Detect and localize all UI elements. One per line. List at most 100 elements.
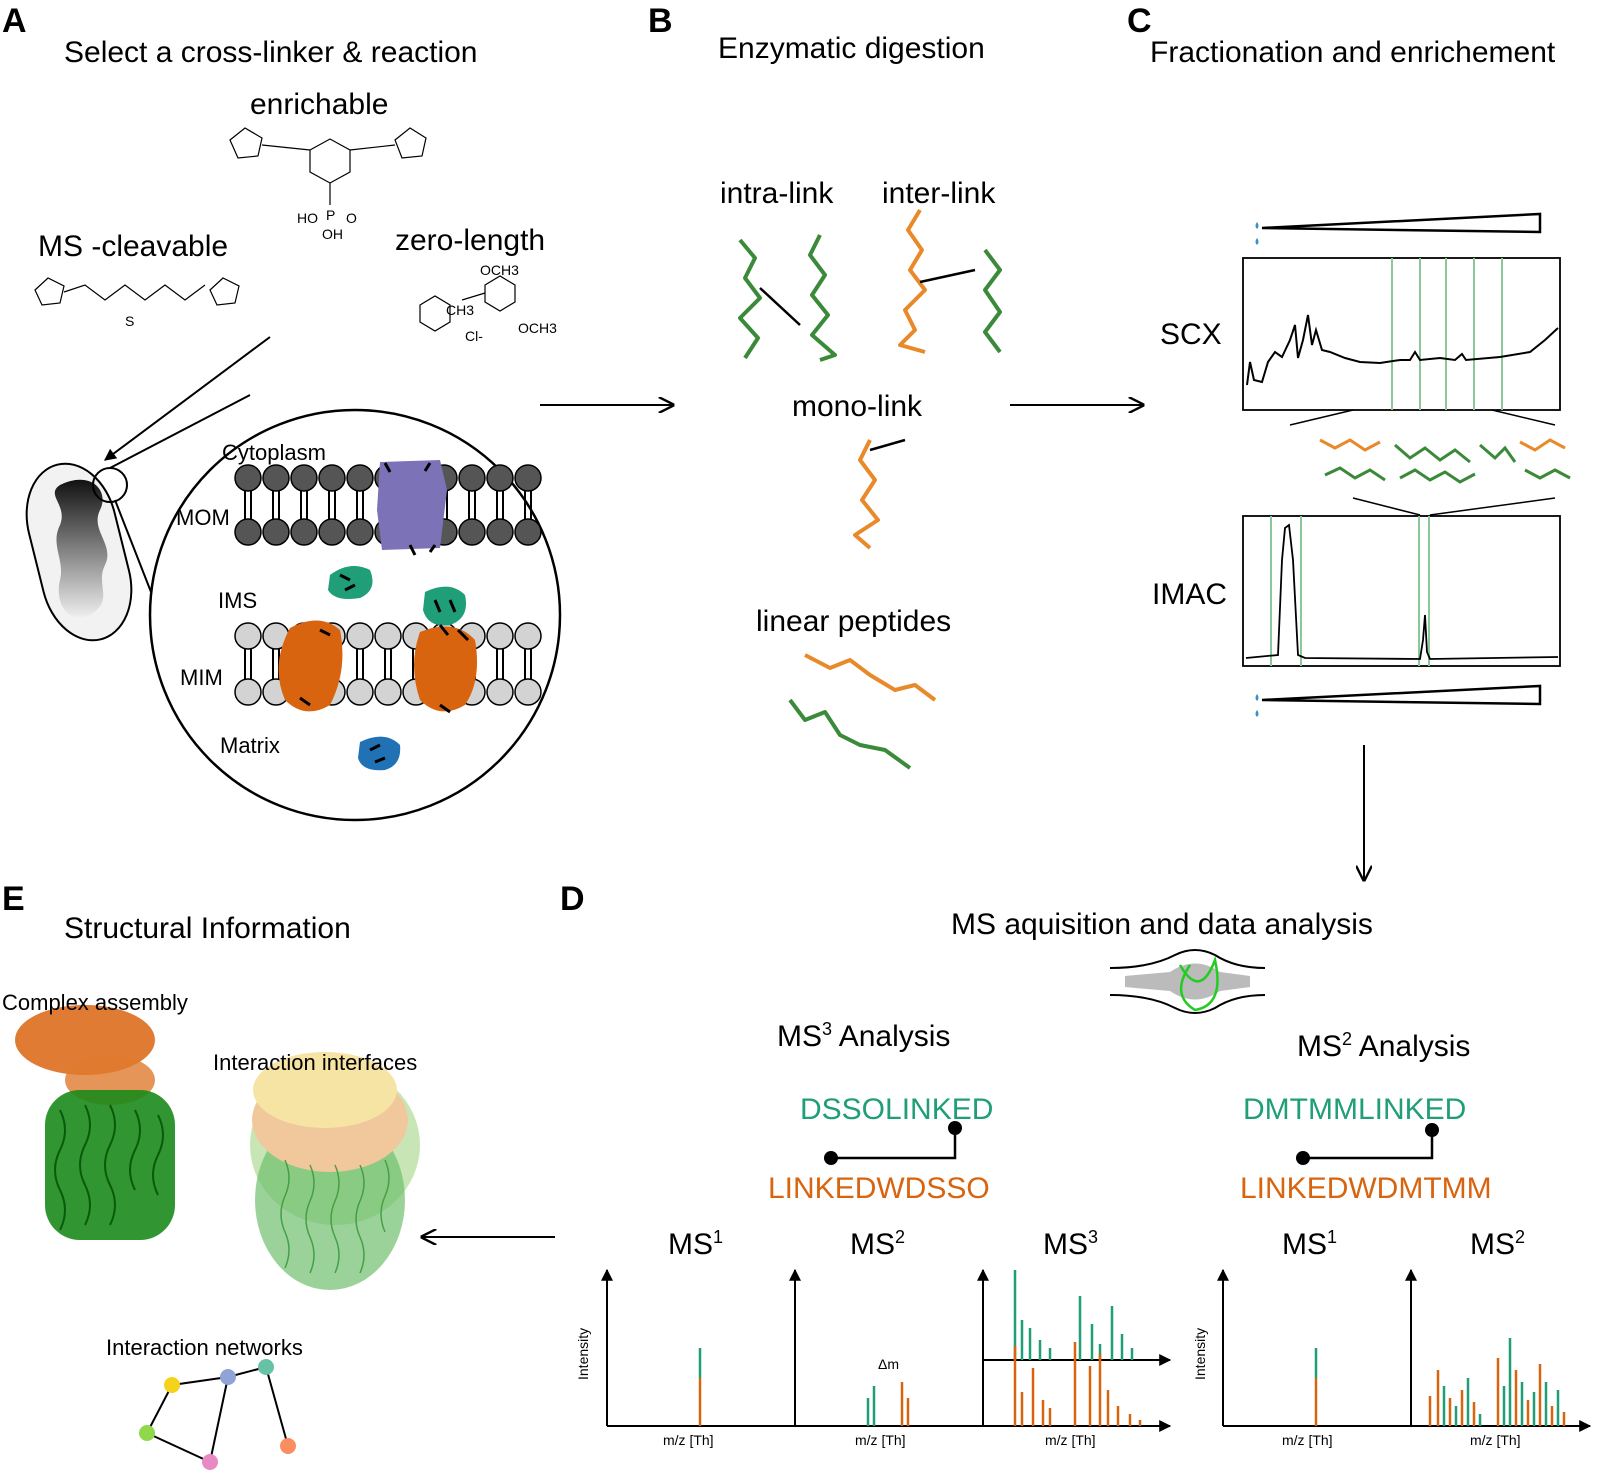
network-node-lightgreen <box>139 1425 155 1441</box>
ms3-analysis-prefix: MS <box>777 1020 822 1053</box>
chem-label-o: O <box>346 210 357 226</box>
esi-emitter-icon <box>1109 949 1266 1014</box>
linear-peptide-orange <box>804 653 937 702</box>
intra-link-bond <box>759 287 801 326</box>
imac-gradient <box>1255 684 1542 717</box>
ms3-analysis-title: MS3 Analysis <box>777 1020 950 1054</box>
ms3-analysis-sup: 3 <box>822 1019 833 1039</box>
ms2-analysis-title: MS2 Analysis <box>1297 1030 1470 1064</box>
lipid-head <box>486 622 514 650</box>
ims-protein <box>328 566 373 599</box>
inter-peptide-orange <box>898 208 927 354</box>
ms2-analysis-suffix: Analysis <box>1352 1030 1471 1063</box>
ims-label: IMS <box>218 588 258 613</box>
linear-peptide-green <box>788 698 912 770</box>
ms3-analysis-suffix: Analysis <box>832 1020 951 1053</box>
imac-fraction-lines <box>1270 516 1430 666</box>
panel-e-title: Structural Information <box>64 912 351 945</box>
imac-label: IMAC <box>1152 578 1227 611</box>
ms1-title-right: MS1 <box>1282 1228 1337 1262</box>
dsso-bottom-peptide: LINKEDWDSSO <box>768 1172 990 1205</box>
zero-length-structure <box>419 275 516 332</box>
peptides <box>738 208 1002 770</box>
dsso-top-peptide: DSSOLINKED <box>800 1093 994 1126</box>
mz-label-2: m/z [Th] <box>855 1432 906 1448</box>
chem-label-ho: HO <box>297 210 318 226</box>
mono-peptide <box>853 439 880 550</box>
fraction-peptides <box>1319 438 1571 484</box>
lipid-head <box>234 678 262 706</box>
scx-zoom-right <box>1491 409 1556 426</box>
ms1-left-prefix: MS <box>668 1228 713 1261</box>
lipid-head <box>346 622 374 650</box>
mom-label: MOM <box>176 505 230 530</box>
complex-assembly-structure <box>15 1005 175 1240</box>
mitochondrion <box>25 462 133 642</box>
ms2-analysis-prefix: MS <box>1297 1030 1342 1063</box>
dmtmm-connector <box>1296 1123 1439 1165</box>
lipid-head <box>486 678 514 706</box>
chem-label-och3-top: OCH3 <box>480 262 519 278</box>
intra-peptide-left <box>738 238 762 360</box>
ms2-analysis-sup: 2 <box>1342 1029 1353 1049</box>
lipid-head <box>514 518 542 546</box>
panel-a-title: Select a cross-linker & reaction <box>64 36 478 69</box>
dmtmm-top-peptide: DMTMMLINKED <box>1243 1093 1467 1126</box>
ms-cleavable-structure <box>34 277 240 306</box>
ms3-sup: 3 <box>1088 1227 1099 1247</box>
lipid-head <box>514 678 542 706</box>
mono-link-label: mono-link <box>792 390 923 423</box>
panel-letter-c: C <box>1127 2 1152 40</box>
complex-assembly-label: Complex assembly <box>2 990 188 1015</box>
inter-peptide-green <box>983 248 1002 354</box>
mim-orange-protein-2 <box>414 626 478 712</box>
imac-trace <box>1245 523 1559 660</box>
imac-zoom-left <box>1352 497 1421 516</box>
cytoplasm-label: Cytoplasm <box>222 440 326 465</box>
chem-label-p: P <box>326 207 336 223</box>
lipid-head <box>262 518 290 546</box>
lipid-head <box>514 464 542 492</box>
network-node-blue <box>220 1369 236 1385</box>
ms2-left-prefix: MS <box>850 1228 895 1261</box>
lipid-head <box>234 518 262 546</box>
lipid-head <box>374 622 402 650</box>
scx-plot-frame <box>1242 257 1561 411</box>
chem-label-ch3: CH3 <box>446 302 475 318</box>
lipid-head <box>486 464 514 492</box>
mz-label-1: m/z [Th] <box>663 1432 714 1448</box>
mim-orange-protein-1 <box>278 620 343 712</box>
matrix-label: Matrix <box>220 733 280 758</box>
mz-label-5: m/z [Th] <box>1470 1432 1521 1448</box>
ms2-right-sup: 2 <box>1515 1227 1526 1247</box>
lipid-head <box>318 518 346 546</box>
ms-cleavable-label: MS -cleavable <box>38 230 229 263</box>
ms2-right-prefix: MS <box>1470 1228 1515 1261</box>
matrix-protein <box>358 736 401 771</box>
mim-label: MIM <box>180 665 223 690</box>
ms1-left-sup: 1 <box>713 1227 724 1247</box>
lipid-head <box>458 518 486 546</box>
mono-link-bond <box>869 438 906 452</box>
ms3-title: MS3 <box>1043 1228 1098 1262</box>
panel-c-title: Fractionation and enrichement <box>1150 36 1556 69</box>
enrichable-label: enrichable <box>250 88 389 121</box>
interaction-interfaces-label: Interaction interfaces <box>213 1050 418 1075</box>
lipid-head <box>346 678 374 706</box>
mim-teal-protein <box>423 586 466 626</box>
chem-label-cl: Cl- <box>465 328 483 344</box>
lipid-head <box>234 622 262 650</box>
enrichable-structure <box>229 127 427 205</box>
chem-label-oh: OH <box>322 226 343 242</box>
interaction-interfaces-structure <box>250 1052 420 1290</box>
intensity-label-right: Intensity <box>1192 1327 1208 1380</box>
interaction-network <box>139 1359 296 1470</box>
panel-b-title: Enzymatic digestion <box>718 32 985 65</box>
panel-letter-e: E <box>2 880 25 918</box>
lipid-head <box>374 678 402 706</box>
chem-label-s: S <box>125 313 135 329</box>
network-node-pink <box>202 1454 218 1470</box>
ms2-left-sup: 2 <box>895 1227 906 1247</box>
lipid-head <box>290 518 318 546</box>
linear-peptides-label: linear peptides <box>756 605 952 638</box>
